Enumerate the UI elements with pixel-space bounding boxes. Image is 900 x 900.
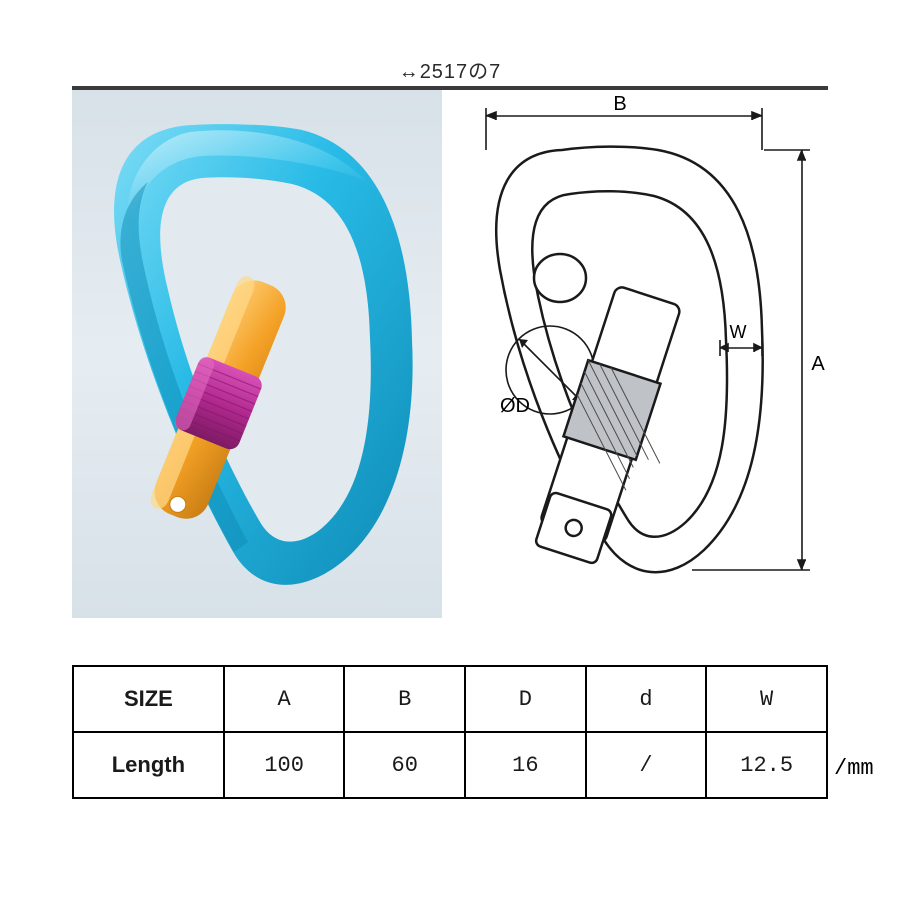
- val-d: /: [586, 732, 707, 798]
- val-W: 12.5: [706, 732, 827, 798]
- diagram-panel: B A W ØD: [442, 90, 828, 618]
- header-code: ↔2517の7: [0, 55, 900, 84]
- val-B: 60: [344, 732, 465, 798]
- col-size: SIZE: [73, 666, 224, 732]
- table-header-row: SIZE A B D d W: [73, 666, 827, 732]
- col-W: W: [706, 666, 827, 732]
- val-A: 100: [224, 732, 345, 798]
- dim-D-label: ØD: [500, 395, 530, 417]
- val-D: 16: [465, 732, 586, 798]
- col-B: B: [344, 666, 465, 732]
- dim-A-label: A: [811, 353, 825, 375]
- col-A: A: [224, 666, 345, 732]
- render-panel: [72, 90, 442, 618]
- dim-B-label: B: [613, 93, 626, 115]
- carabiner-render: [72, 90, 442, 618]
- carabiner-diagram: B A W ØD: [442, 90, 828, 618]
- table-row: Length 100 60 16 / 12.5: [73, 732, 827, 798]
- unit-label: /mm: [834, 756, 874, 781]
- dim-W-label: W: [730, 322, 747, 342]
- col-d: d: [586, 666, 707, 732]
- row-label: Length: [73, 732, 224, 798]
- dimension-table: SIZE A B D d W Length 100 60 16 / 12.5: [72, 665, 828, 799]
- col-D: D: [465, 666, 586, 732]
